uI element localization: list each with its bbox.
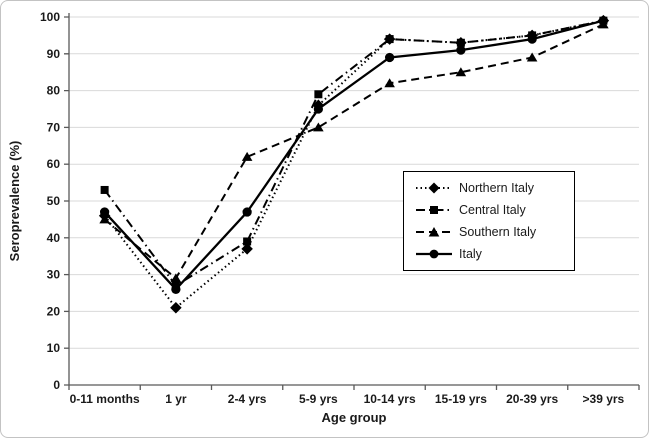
data-point-northern-italy — [241, 243, 253, 255]
data-point-southern-italy — [455, 67, 467, 77]
legend-label: Southern Italy — [459, 225, 537, 239]
x-tick-label: 10-14 yrs — [364, 392, 416, 406]
x-tick-label: 20-39 yrs — [506, 392, 558, 406]
y-tick-label: 50 — [47, 194, 61, 208]
chart-legend: Northern Italy Central Italy Southern It… — [403, 171, 575, 271]
legend-item-southern-italy: Southern Italy — [416, 223, 564, 241]
x-tick-label: 15-19 yrs — [435, 392, 487, 406]
northern-italy-line-sample-icon — [416, 182, 452, 194]
data-point-italy — [384, 52, 395, 63]
y-tick-label: 40 — [47, 231, 61, 245]
series-line-central-italy — [103, 19, 604, 287]
data-point-italy — [313, 104, 324, 114]
x-tick-label: >39 yrs — [583, 392, 625, 406]
data-point-southern-italy — [241, 151, 253, 161]
legend-label: Italy — [459, 247, 482, 261]
data-point-italy — [242, 207, 252, 217]
diamond-marker-icon — [428, 182, 440, 194]
series-line-southern-italy — [103, 23, 604, 280]
y-axis-title: Seroprevalence (%) — [7, 141, 22, 262]
series-line-italy — [103, 19, 604, 292]
data-point-southern-italy — [170, 273, 182, 283]
legend-label: Central Italy — [459, 203, 526, 217]
italy-line-sample-icon — [416, 249, 452, 259]
y-tick-label: 80 — [47, 84, 61, 98]
y-tick-label: 70 — [47, 120, 61, 134]
x-tick-label: 5-9 yrs — [299, 392, 338, 406]
y-tick-label: 60 — [47, 157, 61, 171]
y-tick-label: 0 — [53, 378, 60, 392]
series-line-northern-italy — [103, 19, 604, 310]
x-tick-label: 1 yr — [165, 392, 187, 406]
triangle-marker-icon — [428, 227, 440, 237]
y-tick-label: 20 — [47, 304, 61, 318]
legend-item-central-italy: Central Italy — [416, 201, 564, 219]
y-tick-label: 90 — [47, 47, 61, 61]
legend-item-northern-italy: Northern Italy — [416, 179, 564, 197]
data-point-italy — [171, 284, 181, 294]
data-point-central-italy — [100, 185, 109, 194]
data-point-italy — [527, 34, 537, 44]
legend-item-italy: Italy — [416, 245, 564, 263]
legend-label: Northern Italy — [459, 181, 535, 195]
data-point-northern-italy — [170, 301, 182, 314]
data-point-southern-italy — [99, 214, 110, 224]
y-tick-label: 10 — [47, 341, 61, 355]
data-point-central-italy — [456, 38, 465, 47]
circle-marker-icon — [429, 249, 439, 259]
data-point-southern-italy — [313, 122, 324, 132]
central-italy-line-sample-icon — [416, 206, 452, 214]
x-axis-title: Age group — [322, 410, 387, 425]
southern-italy-line-sample-icon — [416, 227, 452, 237]
data-point-italy — [456, 45, 466, 55]
square-marker-icon — [430, 206, 438, 214]
data-point-central-italy — [314, 90, 323, 99]
data-point-southern-italy — [384, 78, 395, 88]
y-tick-label: 100 — [40, 10, 60, 24]
y-tick-label: 30 — [47, 268, 61, 282]
x-tick-label: 2-4 yrs — [228, 392, 267, 406]
data-point-italy — [598, 16, 609, 26]
x-tick-label: 0-11 months — [70, 392, 140, 406]
data-point-southern-italy — [526, 52, 538, 62]
data-point-italy — [99, 207, 110, 217]
data-point-central-italy — [385, 35, 394, 44]
data-point-central-italy — [243, 237, 252, 246]
